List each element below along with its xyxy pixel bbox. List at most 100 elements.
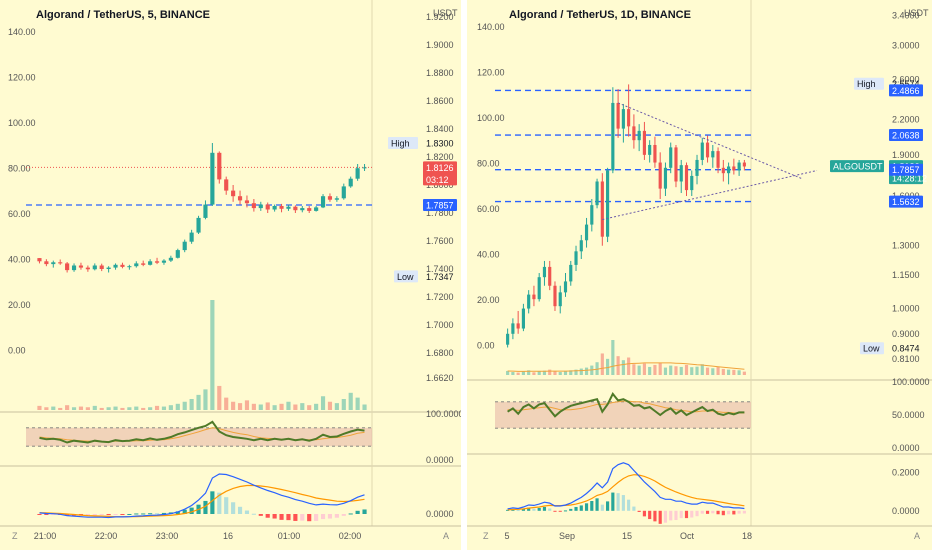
volume-bar	[203, 389, 208, 410]
time-axis-label: 01:00	[278, 531, 301, 541]
macd-histogram-bar	[611, 492, 615, 511]
candle-body	[590, 205, 594, 225]
candle-body	[574, 251, 578, 265]
volume-bar	[679, 366, 683, 375]
volume-bar	[78, 406, 84, 410]
macd-histogram-bar	[506, 509, 510, 511]
volume-bar	[611, 340, 615, 375]
candle-body	[51, 262, 56, 265]
macd-histogram-bar	[210, 491, 215, 514]
candle-body	[327, 196, 333, 200]
candle-body	[511, 323, 515, 334]
volume-bar	[168, 405, 173, 410]
time-axis-label: 02:00	[339, 531, 362, 541]
macd-histogram-bar	[648, 510, 652, 520]
candle-body	[595, 181, 599, 206]
candle-body	[85, 267, 90, 270]
volume-bar	[653, 364, 657, 375]
macd-histogram-bar	[307, 514, 312, 522]
candle-body	[548, 266, 552, 286]
price-marker-box	[889, 195, 923, 208]
chart-svg-5min[interactable]: Algorand / TetherUS, 5, BINANCE USDT 140.0…	[0, 0, 464, 550]
volume-bar	[127, 407, 132, 410]
price-marker-box	[423, 161, 457, 186]
volume-bar	[569, 370, 573, 375]
volume-bar	[196, 394, 201, 410]
candle-body	[616, 102, 620, 129]
candle-body	[148, 261, 153, 265]
volume-bar	[51, 406, 56, 410]
price-axis-tick-label: 1.7600	[426, 236, 454, 246]
chart-panel-1d[interactable]: Algorand / TetherUS, 1D, BINANCE USDT 140.…	[467, 0, 932, 550]
macd-histogram-bar	[632, 506, 636, 511]
left-axis-tick-label: 100.00	[8, 118, 36, 128]
macd-histogram-bar	[51, 514, 56, 515]
candle-body	[705, 142, 710, 158]
volume-bar	[637, 365, 641, 375]
volume-bar	[542, 370, 547, 375]
volume-bar	[362, 404, 367, 410]
volume-bar	[120, 407, 125, 410]
macd-histogram-bar	[553, 510, 557, 512]
candle-body	[224, 179, 229, 191]
volume-bar	[244, 400, 250, 410]
volume-bar	[348, 392, 353, 410]
macd-line	[39, 473, 365, 519]
auto-scale-a-icon: A	[914, 531, 920, 541]
volume-bar	[320, 396, 326, 410]
price-axis-tick-label: 1.7200	[426, 292, 454, 302]
candle-body	[658, 162, 662, 189]
rsi-axis-tick-label: 0.0000	[426, 455, 454, 465]
candle-body	[642, 130, 646, 155]
volume-bar	[627, 357, 631, 375]
candle-body	[537, 277, 541, 300]
macd-histogram-bar	[737, 510, 741, 514]
candle-body	[244, 200, 250, 204]
volume-bar	[584, 367, 589, 375]
macd-histogram-bar	[279, 514, 284, 520]
macd-histogram-bar	[127, 514, 132, 515]
macd-histogram-bar	[653, 510, 657, 522]
candle-body	[527, 294, 531, 309]
macd-histogram-bar	[516, 510, 520, 512]
volume-bar	[134, 406, 139, 410]
time-axis-label: 15	[622, 531, 632, 541]
price-axis-tick-label: 1.9200	[426, 12, 454, 22]
chart-svg-1d[interactable]: Algorand / TetherUS, 1D, BINANCE USDT 140.…	[467, 0, 932, 550]
macd-axis-tick-label: 0.0000	[892, 506, 920, 516]
volume-bar	[563, 371, 568, 375]
candle-body	[653, 144, 657, 163]
volume-bar	[506, 370, 510, 375]
volume-bar	[300, 403, 305, 410]
candle-body	[727, 166, 731, 174]
macd-histogram-bar	[134, 513, 139, 515]
price-marker-box	[889, 129, 923, 142]
candle-body	[600, 181, 604, 237]
macd-histogram-bar	[637, 510, 641, 512]
volume-bar	[175, 403, 180, 410]
candle-body	[669, 147, 673, 168]
volume-bar	[58, 407, 63, 410]
macd-histogram-bar	[182, 509, 187, 514]
left-axis-tick-label: 20.00	[8, 300, 31, 310]
price-marker-label: Low	[863, 344, 880, 354]
chart-panel-5min[interactable]: Algorand / TetherUS, 5, BINANCE USDT 140.0…	[0, 0, 464, 550]
macd-histogram-bar	[595, 498, 599, 511]
macd-histogram-bar	[175, 511, 180, 514]
macd-histogram-bar	[537, 507, 541, 511]
volume-bar	[355, 397, 360, 410]
macd-histogram-bar	[106, 514, 111, 516]
candle-body	[300, 208, 305, 211]
time-axis-label: 5	[504, 531, 509, 541]
price-marker-value: 1.8126	[426, 163, 454, 173]
macd-histogram-bar	[37, 514, 42, 515]
macd-histogram-bar	[320, 514, 326, 520]
macd-histogram-bar	[674, 510, 678, 521]
left-axis-tick-label: 80.00	[477, 159, 500, 169]
price-axis-tick-label: 1.6800	[426, 348, 454, 358]
price-marker-value: 2.4866	[892, 86, 920, 96]
candle-body	[684, 165, 689, 191]
macd-histogram-bar	[574, 506, 578, 511]
macd-histogram-bar	[258, 514, 263, 516]
macd-histogram-bar	[705, 510, 710, 514]
